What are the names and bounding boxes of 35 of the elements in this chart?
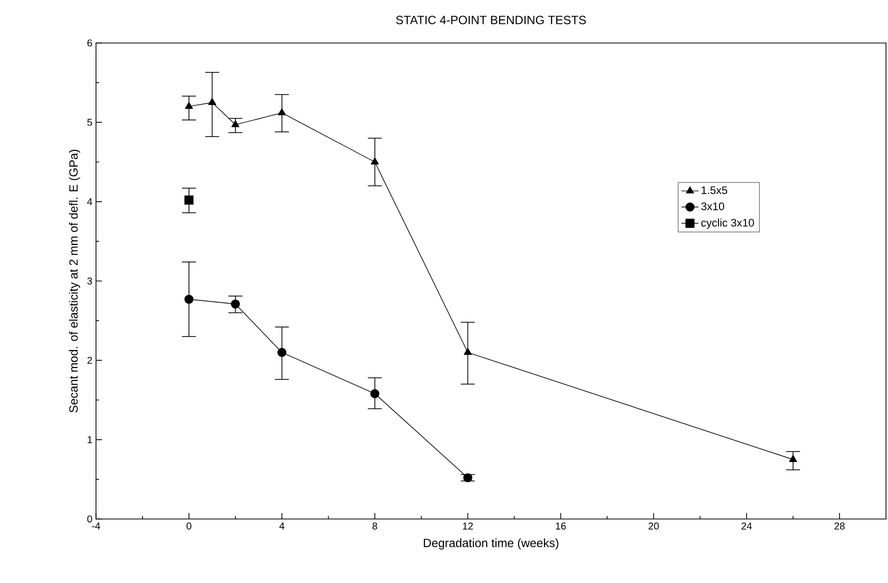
x-tick-label: 8: [372, 522, 378, 530]
y-tick-label: 1: [88, 436, 92, 444]
point: [184, 102, 193, 109]
point: [231, 120, 240, 128]
point: [277, 348, 286, 357]
chart-title: STATIC 4-POINT BENDING TESTS: [396, 16, 586, 24]
x-tick-label: -4: [92, 522, 100, 530]
x-tick-label: 16: [556, 522, 566, 530]
legend-label: 3x10: [701, 202, 724, 210]
x-tick-label: 20: [648, 522, 659, 530]
legend-label: cyclic 3x10: [701, 218, 754, 229]
point: [184, 196, 194, 205]
point: [370, 389, 380, 398]
y-tick-label: 4: [87, 198, 92, 206]
y-tick-label: 2: [87, 356, 92, 364]
y-tick-label: 5: [87, 118, 92, 126]
x-axis-title: Degradation time (weeks): [424, 538, 558, 550]
y-tick-label: 0: [87, 515, 92, 523]
y-axis-title: Secant mod. of elasticity at 2 mm of defl. E (GPa): [68, 150, 80, 412]
point: [230, 299, 240, 309]
x-tick-label: 24: [742, 522, 752, 530]
y-tick-label: 6: [87, 39, 92, 47]
point: [208, 98, 216, 105]
x-tick-label: 0: [186, 522, 192, 530]
x-tick-label: 12: [462, 522, 473, 530]
point: [789, 454, 798, 462]
x-tick-label: 28: [834, 522, 845, 530]
point: [463, 473, 472, 482]
point: [278, 108, 286, 116]
legend-label: 1.5x5: [702, 186, 728, 194]
point: [464, 348, 472, 355]
point: [184, 294, 194, 304]
point: [370, 157, 379, 164]
y-tick-label: 3: [87, 277, 92, 285]
x-tick-label: 4: [279, 522, 284, 530]
